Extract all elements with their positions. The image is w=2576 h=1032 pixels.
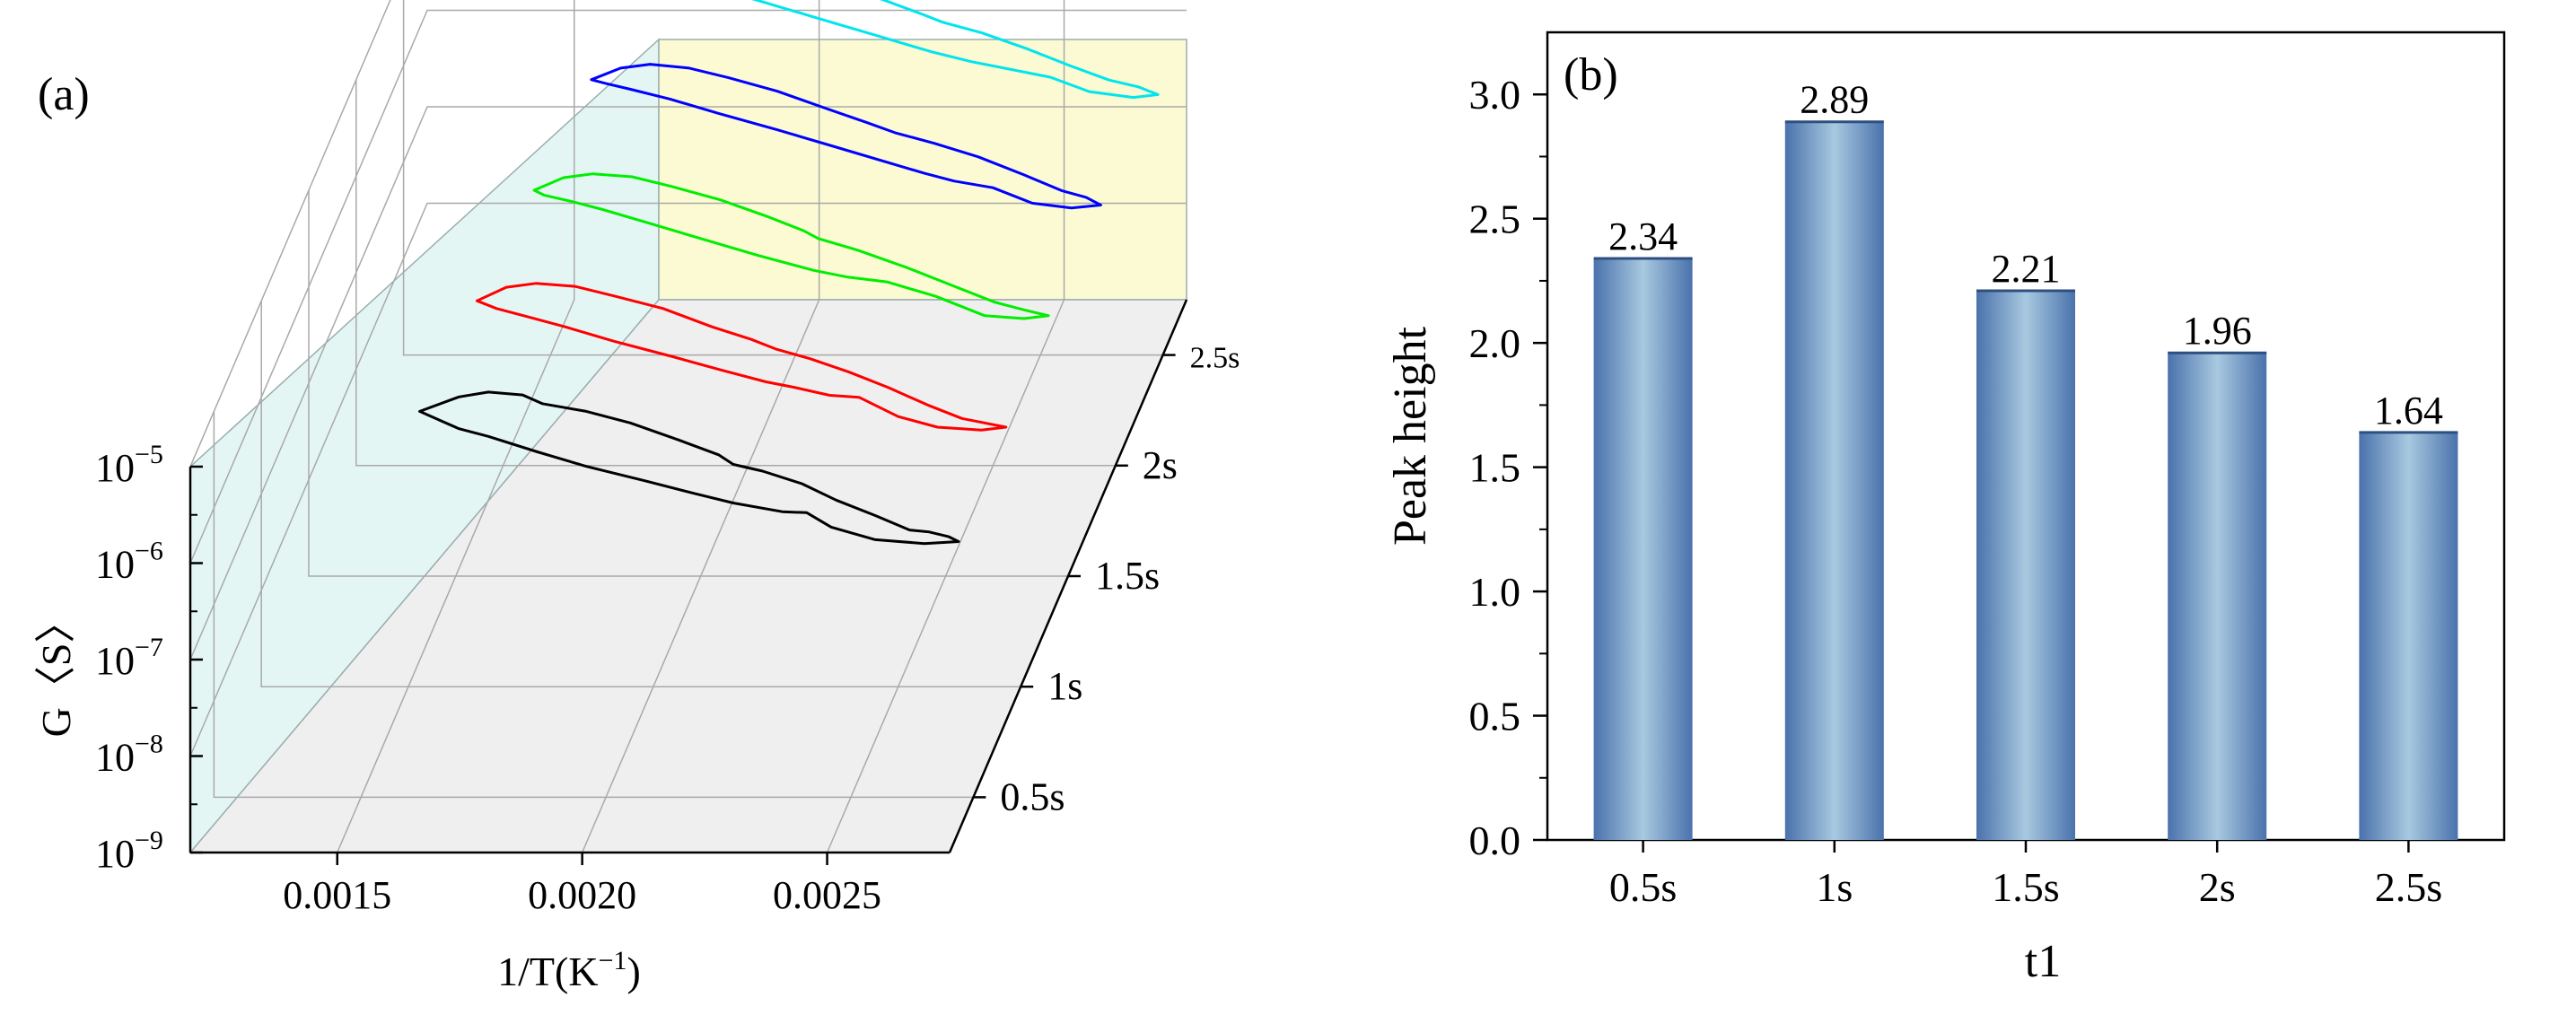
x-tick-label: 2.5s [2375,864,2442,910]
curve-1.5s [532,172,1050,320]
gridline-z-4 [189,0,391,468]
gridline-depth-5 [402,0,1163,356]
gridline-depth-2 [260,301,1021,687]
panel-a-gridlines [189,0,1187,853]
x-tick-label: 1.5s [1992,864,2059,910]
curve-2s [590,63,1102,210]
y-tick-label: 0.5 [1469,694,1521,739]
z-tick-label: 10−9 [95,826,163,876]
y-axis-ticks: 0.5s 1s 1.5s 2s 2.5s [973,342,1240,818]
panel-a-label: (a) [38,69,90,120]
bar-0.5s [1593,258,1693,840]
bar-1.5s [1976,291,2075,840]
curve-1s [475,282,1008,432]
gridline-z-3 [189,9,1187,564]
x-tick-label: 0.0020 [528,873,636,917]
x-tick-label: 0.0025 [773,873,881,917]
y-tick-label: 2.0 [1469,320,1521,366]
y-tick-label: 1.5 [1469,445,1521,491]
panel-a-3d-chart: (a) 0.0015 0.0020 0.0025 10−510−610−710−81… [33,0,1240,994]
z-tick-label: 10−8 [95,730,163,780]
bar-value-label: 2.34 [1608,214,1678,258]
curve-0.5s [418,390,960,546]
gridline-depth-4 [355,79,1116,467]
bar-value-label: 2.89 [1800,78,1869,122]
x-axis-ticks: 0.5s 1s 1.5s 2s 2.5s [1609,840,2442,910]
y-tick-label: 2.5 [1469,197,1521,242]
x-tick-label: 0.5s [1609,864,1677,910]
gridline-depth-1 [213,411,974,799]
gridline-x-3 [826,0,1065,853]
z-axis-ticks: 10−5 10−6 10−7 10−8 10−9 [95,440,203,876]
bar-2s [2168,353,2267,840]
z-axis-title: G〈S〉 [33,602,79,738]
y-axis-title: Peak height [1385,326,1436,546]
y-tick-label: 1.0 [1469,569,1521,615]
panel-b-label: (b) [1564,49,1618,101]
depth-tick-label: 2.5s [1190,342,1240,375]
panel-a-curves [418,0,1160,546]
bar-value-label: 1.96 [2183,309,2252,353]
depth-tick-label: 2s [1143,443,1178,487]
bar-2.5s [2359,432,2458,840]
bar-value-label: 2.21 [1992,247,2061,291]
bar-1s [1784,121,1884,840]
x-tick-label: 0.0015 [283,873,391,917]
y-tick-label: 0.0 [1469,818,1521,863]
x-axis-title: 1/T(K−1) [497,946,641,994]
x-tick-label: 1s [1816,864,1853,910]
gridline-x-2 [581,0,820,853]
gridline-z-1 [189,202,1187,757]
gridline-z-2 [189,106,1187,660]
z-tick-label: 10−7 [95,633,163,683]
panel-b-bar-chart: (b) 0.0 0.5 1.0 1.5 2.0 2.5 3.0 2.34 2.89 2.21 1.… [1385,31,2506,987]
z-tick-label: 10−6 [95,537,163,587]
gridline-x-1 [337,0,575,853]
x-axis-title: t1 [2025,936,2061,987]
curve-2.5s [751,0,1160,100]
x-axis-ticks: 0.0015 0.0020 0.0025 [283,853,881,917]
bars: 2.34 2.89 2.21 1.96 1.64 [1593,78,2458,840]
depth-tick-label: 1.5s [1095,554,1160,598]
bar-value-label: 1.64 [2374,389,2443,433]
depth-tick-label: 0.5s [1000,774,1065,818]
z-tick-label: 10−5 [95,440,163,490]
y-tick-label: 3.0 [1469,72,1521,118]
y-axis-ticks: 0.0 0.5 1.0 1.5 2.0 2.5 3.0 [1469,72,1547,863]
x-tick-label: 2s [2199,864,2236,910]
gridline-depth-3 [308,190,1068,577]
depth-tick-label: 1s [1047,664,1082,708]
